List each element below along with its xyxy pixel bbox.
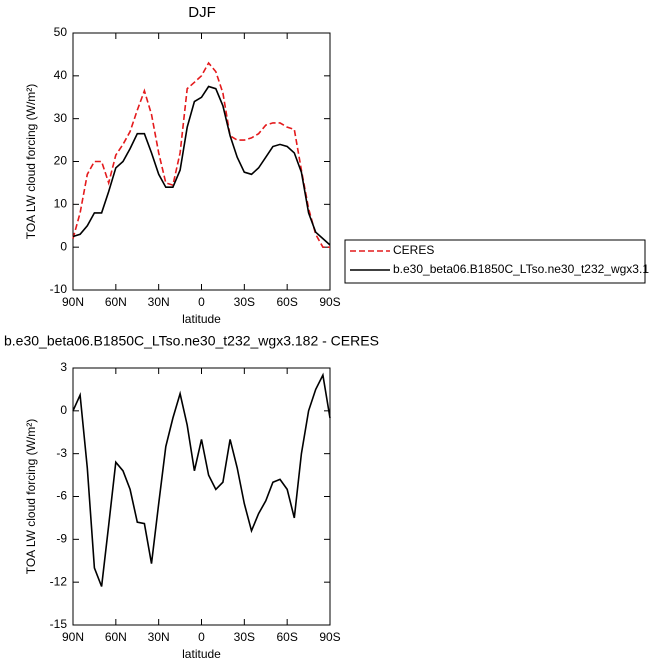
data-line [72, 372, 331, 587]
x-tick-label: 30N [148, 630, 170, 644]
x-tick-label: 90N [62, 295, 84, 309]
x-axis-label: latitude [182, 312, 221, 326]
x-tick-label: 60N [105, 630, 127, 644]
legend-label: CERES [393, 243, 434, 257]
legend-label: b.e30_beta06.B1850C_LTso.ne30_t232_wgx3.… [393, 262, 649, 276]
y-tick-label: 50 [54, 25, 68, 39]
x-tick-label: 90S [319, 295, 340, 309]
y-tick-label: 3 [60, 360, 67, 374]
x-tick-label: 0 [198, 630, 205, 644]
y-tick-label: -15 [50, 617, 68, 631]
data-line [72, 85, 331, 246]
y-tick-label: -12 [50, 574, 68, 588]
y-tick-label: 40 [54, 68, 68, 82]
x-tick-label: 90S [319, 630, 340, 644]
y-tick-label: -3 [56, 446, 67, 460]
x-tick-label: 90N [62, 630, 84, 644]
y-tick-label: 0 [60, 239, 67, 253]
x-tick-label: 60S [276, 295, 297, 309]
x-tick-label: 30N [148, 295, 170, 309]
legend-box [344, 239, 646, 284]
data-line [72, 61, 330, 248]
y-tick-label: 0 [60, 403, 67, 417]
y-tick-label: -9 [56, 532, 67, 546]
x-tick-label: 30S [234, 630, 255, 644]
y-tick-label: 10 [54, 197, 68, 211]
y-tick-label: 30 [54, 111, 68, 125]
plot-frame [72, 32, 331, 291]
x-tick-label: 30S [234, 295, 255, 309]
y-tick-label: -6 [56, 489, 67, 503]
y-tick-label: 20 [54, 154, 68, 168]
x-tick-label: 60S [276, 630, 297, 644]
chart-title: DJF [188, 4, 216, 21]
chart-title: b.e30_beta06.B1850C_LTso.ne30_t232_wgx3.… [4, 333, 379, 349]
x-tick-label: 0 [198, 295, 205, 309]
y-tick-label: -10 [50, 282, 68, 296]
x-tick-label: 60N [105, 295, 127, 309]
y-axis-label: TOA LW cloud forcing (W/m²) [24, 419, 38, 575]
y-axis-label: TOA LW cloud forcing (W/m²) [24, 84, 38, 240]
x-axis-label: latitude [182, 647, 221, 661]
